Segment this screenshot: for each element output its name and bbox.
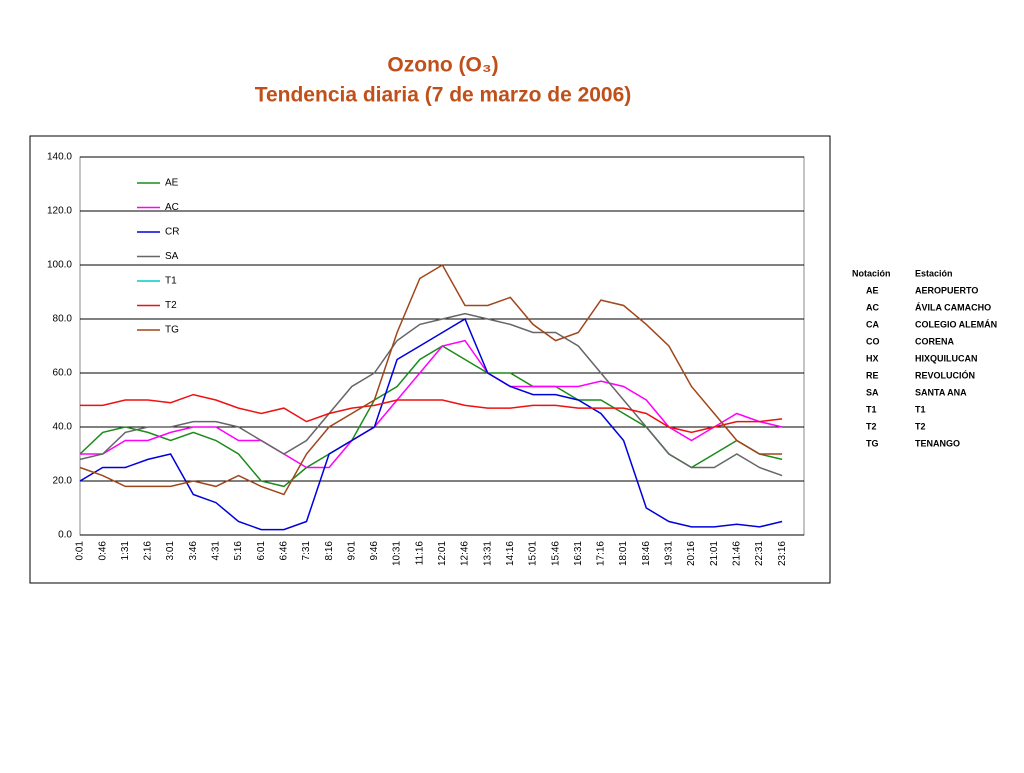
x-tick-label: 21:01: [709, 541, 720, 566]
table-cell: AEROPUERTO: [915, 285, 978, 295]
legend-label: AE: [165, 178, 179, 189]
series-line: [79, 345, 783, 488]
table-cell: AC: [866, 302, 879, 312]
table-cell: T1: [915, 404, 926, 414]
series-line: [80, 339, 783, 469]
x-tick-label: 2:16: [143, 541, 154, 561]
legend-label: T1: [165, 276, 177, 287]
x-tick-label: 9:01: [346, 541, 357, 561]
series-line: [79, 263, 783, 496]
x-tick-label: 10:31: [392, 541, 403, 566]
legend-label: AC: [165, 202, 179, 213]
x-tick-label: 0:01: [75, 541, 86, 561]
y-tick-label: 0.0: [58, 530, 72, 541]
table-header: Notación: [852, 268, 891, 278]
y-tick-label: 120.0: [47, 206, 72, 217]
table-cell: RE: [866, 370, 879, 380]
table-cell: ÁVILA CAMACHO: [915, 302, 991, 312]
legend-label: CR: [165, 227, 179, 238]
x-tick-label: 16:31: [573, 541, 584, 566]
legend-label: SA: [165, 251, 179, 262]
x-tick-label: 4:31: [211, 541, 222, 561]
table-cell: T2: [866, 421, 877, 431]
chart-title: Ozono (O₃): [387, 54, 498, 77]
chart-frame: [29, 135, 831, 584]
table-cell: SA: [866, 387, 879, 397]
x-tick-label: 11:16: [414, 541, 425, 566]
table-cell: TG: [866, 438, 879, 448]
legend-label: TG: [165, 325, 179, 336]
x-tick-label: 23:16: [777, 541, 788, 566]
x-tick-label: 18:46: [641, 541, 652, 566]
x-tick-label: 12:46: [460, 541, 471, 566]
x-tick-label: 6:01: [256, 541, 267, 561]
table-cell: CO: [866, 336, 880, 346]
table-cell: REVOLUCIÓN: [915, 369, 975, 380]
table-cell: HIXQUILUCAN: [915, 353, 978, 363]
table-cell: T1: [866, 404, 877, 414]
x-tick-label: 21:46: [731, 541, 742, 566]
series-line: [79, 317, 783, 531]
x-tick-label: 12:01: [437, 541, 448, 566]
x-tick-label: 19:31: [664, 541, 675, 566]
x-tick-label: 22:31: [754, 541, 765, 566]
y-tick-label: 60.0: [53, 368, 73, 379]
x-tick-label: 14:16: [505, 541, 516, 566]
y-tick-label: 80.0: [53, 314, 73, 325]
table-cell: SANTA ANA: [915, 387, 967, 397]
y-tick-label: 140.0: [47, 152, 72, 163]
legend-label: T2: [165, 300, 177, 311]
table-header: Estación: [915, 268, 953, 278]
x-tick-label: 13:31: [482, 541, 493, 566]
table-cell: CA: [866, 319, 879, 329]
x-tick-label: 1:31: [120, 541, 131, 561]
table-cell: TENANGO: [915, 438, 960, 448]
table-cell: CORENA: [915, 336, 955, 346]
table-cell: AE: [866, 285, 879, 295]
series-line: [80, 393, 783, 434]
x-tick-label: 5:16: [233, 541, 244, 561]
x-tick-label: 3:01: [165, 541, 176, 561]
x-tick-label: 9:46: [369, 541, 380, 561]
table-cell: HX: [866, 353, 879, 363]
y-tick-label: 40.0: [53, 422, 73, 433]
series-line: [79, 312, 783, 477]
x-tick-label: 17:16: [596, 541, 607, 566]
y-tick-label: 20.0: [53, 476, 73, 487]
x-tick-label: 20:16: [686, 541, 697, 566]
chart-subtitle: Tendencia diaria (7 de marzo de 2006): [255, 84, 632, 107]
x-tick-label: 6:46: [278, 541, 289, 561]
x-tick-label: 0:46: [97, 541, 108, 561]
x-tick-label: 7:31: [301, 541, 312, 561]
x-tick-label: 15:46: [550, 541, 561, 566]
x-tick-label: 8:16: [324, 541, 335, 561]
x-tick-label: 15:01: [528, 541, 539, 566]
table-cell: T2: [915, 421, 926, 431]
table-cell: COLEGIO ALEMÁN: [915, 319, 997, 329]
x-tick-label: 3:46: [188, 541, 199, 561]
y-tick-label: 100.0: [47, 260, 72, 271]
x-tick-label: 18:01: [618, 541, 629, 566]
